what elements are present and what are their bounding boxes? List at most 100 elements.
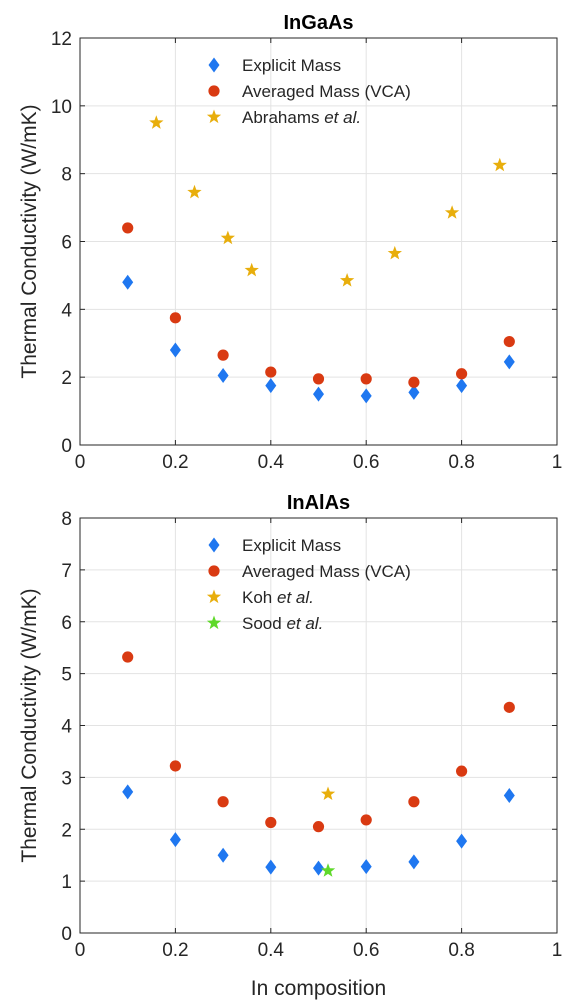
legend-marker: [208, 537, 220, 553]
y-tick-label: 5: [61, 665, 72, 686]
data-point: [313, 860, 324, 876]
data-point: [217, 796, 229, 808]
legend-marker: [206, 589, 222, 604]
y-tick-label: 8: [61, 509, 72, 530]
legend-label: Averaged Mass (VCA): [242, 562, 411, 581]
x-tick-label: 0.2: [162, 940, 188, 961]
legend-label-suffix: et al.: [286, 614, 323, 633]
legend-label-name: Koh: [242, 588, 272, 607]
x-tick-label: 1: [552, 452, 563, 473]
data-point: [313, 386, 324, 402]
data-point: [387, 245, 402, 260]
x-tick-label: 0.8: [448, 940, 474, 961]
series-1: [122, 784, 515, 876]
data-point: [217, 367, 229, 383]
x-axis-label: In composition: [251, 977, 386, 1000]
data-point: [456, 378, 468, 394]
data-point: [408, 376, 420, 388]
legend-label-name: Averaged Mass (VCA): [242, 82, 411, 101]
legend-label-name: Explicit Mass: [242, 56, 341, 75]
y-tick-label: 12: [51, 29, 72, 50]
legend-label-suffix: et al.: [277, 588, 314, 607]
legend-marker: [206, 615, 222, 630]
x-tick-label: 1: [552, 940, 563, 961]
chart-title: InAlAs: [287, 492, 350, 514]
series-1: [122, 274, 515, 404]
series-3: [320, 786, 336, 800]
data-point: [122, 651, 134, 663]
x-tick-label: 0.4: [258, 452, 285, 473]
y-tick-label: 10: [51, 97, 72, 118]
legend-label: Sood et al.: [242, 614, 323, 633]
legend-label-name: Abrahams: [242, 108, 319, 127]
y-tick-label: 6: [61, 613, 72, 634]
chart-title: InGaAs: [283, 12, 353, 34]
data-point: [340, 273, 355, 287]
data-point: [360, 388, 372, 404]
data-point: [408, 854, 420, 870]
y-tick-label: 2: [61, 820, 72, 841]
data-point: [217, 349, 229, 361]
data-point: [149, 115, 164, 129]
data-point: [169, 760, 181, 772]
data-point: [265, 859, 277, 875]
series-4: [320, 863, 336, 877]
y-tick-label: 1: [61, 872, 72, 893]
legend-label: Averaged Mass (VCA): [242, 82, 411, 101]
data-point: [408, 384, 420, 400]
legend-label-name: Explicit Mass: [242, 536, 341, 555]
legend-marker: [206, 109, 222, 124]
x-tick-label: 0: [75, 940, 86, 961]
y-tick-label: 3: [61, 768, 72, 789]
legend-label: Abrahams et al.: [242, 108, 361, 127]
y-tick-label: 8: [61, 165, 72, 186]
y-tick-label: 0: [61, 924, 72, 945]
legend-label-name: Averaged Mass (VCA): [242, 562, 411, 581]
data-point: [169, 342, 181, 358]
data-point: [444, 205, 460, 219]
y-tick-label: 2: [61, 368, 72, 389]
data-point: [265, 378, 277, 394]
data-point: [503, 701, 515, 713]
legend-marker: [208, 85, 220, 97]
legend-label-suffix: et al.: [324, 108, 361, 127]
legend-label-name: Sood: [242, 614, 282, 633]
x-tick-label: 0.2: [162, 452, 188, 473]
chart-panel-2: 0 0.2 0.4 0.6 0.8 1 0 1 2 3 4 5 6 7 8 InAlAs Thermal Con…: [18, 492, 562, 1000]
x-tick-label: 0.6: [353, 940, 379, 961]
series-2: [122, 651, 515, 833]
data-point: [503, 354, 515, 370]
data-point: [503, 788, 515, 804]
data-point: [312, 373, 325, 385]
x-tick-label: 0: [75, 452, 86, 473]
data-point: [169, 832, 181, 848]
legend-label: Koh et al.: [242, 588, 314, 607]
legend: Explicit Mass Averaged Mass (VCA) Abrahams…: [206, 56, 411, 127]
legend-label: Explicit Mass: [242, 536, 341, 555]
y-tick-label: 4: [61, 717, 72, 738]
data-point: [360, 814, 372, 826]
data-point: [456, 765, 468, 777]
data-point: [122, 222, 134, 234]
y-tick-label: 4: [61, 300, 72, 321]
y-tick-label: 7: [61, 561, 72, 582]
data-point: [265, 816, 277, 829]
y-axis-label: Thermal Conductivity (W/mK): [18, 588, 41, 862]
data-point: [220, 230, 235, 245]
data-point: [456, 833, 468, 849]
legend-label: Explicit Mass: [242, 56, 341, 75]
grid: [80, 38, 557, 445]
data-point: [408, 796, 420, 808]
series-2: [122, 222, 515, 388]
x-tick-label: 0.6: [353, 452, 379, 473]
legend: Explicit Mass Averaged Mass (VCA) Koh et a…: [206, 536, 411, 633]
data-point: [360, 373, 372, 385]
y-axis-label: Thermal Conductivity (W/mK): [18, 104, 41, 378]
y-tick-label: 0: [61, 436, 72, 457]
data-point: [265, 366, 277, 378]
data-point: [187, 184, 202, 199]
data-point: [169, 312, 181, 324]
x-tick-label: 0.4: [258, 940, 285, 961]
data-point: [492, 157, 507, 172]
